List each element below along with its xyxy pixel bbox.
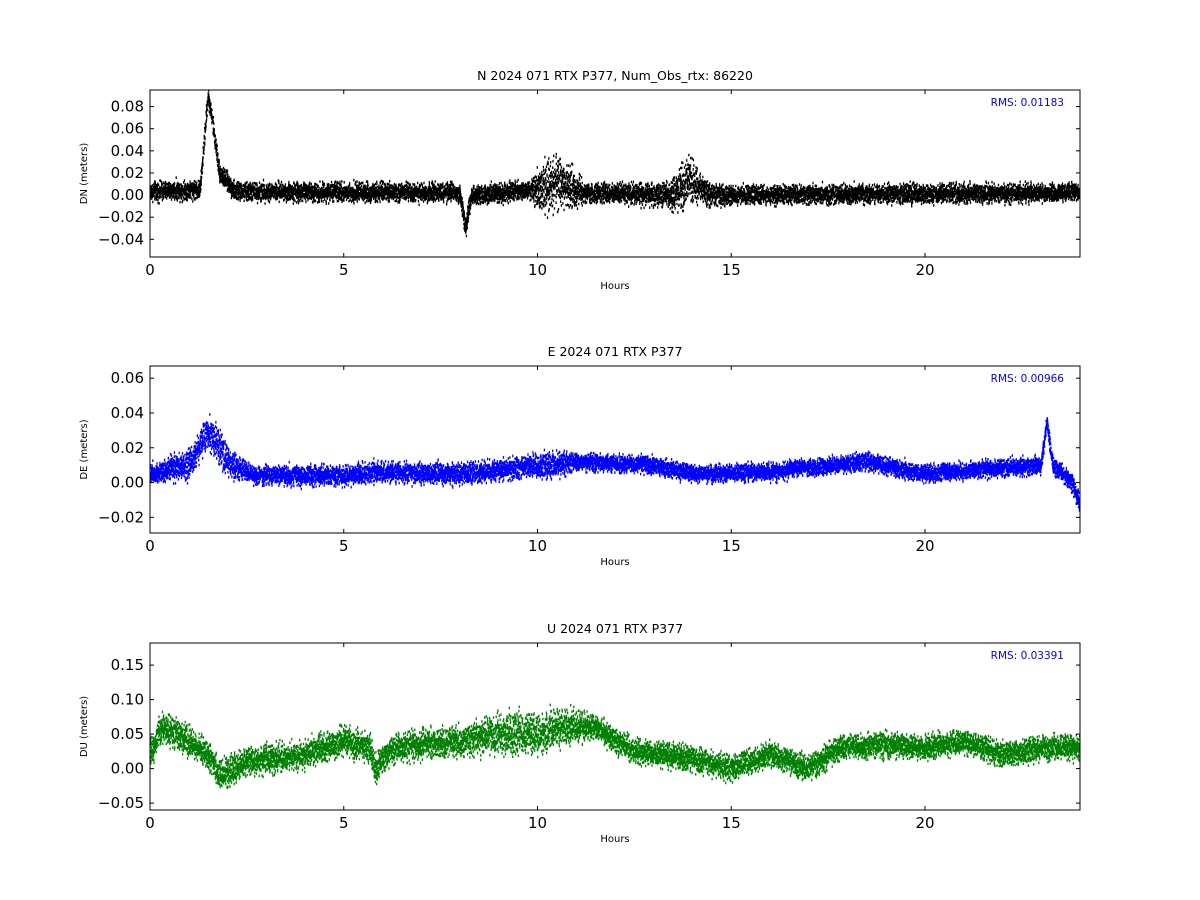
data-points: [150, 703, 1080, 790]
y-tick-label: −0.04: [98, 230, 144, 248]
x-axis-label: Hours: [600, 834, 629, 845]
y-tick-label: −0.02: [98, 508, 144, 526]
x-tick-label: 5: [339, 261, 349, 279]
chart-title: U 2024 071 RTX P377: [547, 621, 683, 636]
x-tick-label: 10: [528, 814, 547, 832]
x-tick-label: 10: [528, 261, 547, 279]
y-tick-label: 0.00: [111, 760, 144, 778]
x-tick-label: 5: [339, 537, 349, 555]
x-tick-label: 0: [145, 814, 155, 832]
y-axis-label: DE (meters): [79, 419, 90, 479]
data-points: [150, 413, 1080, 512]
chart-title: E 2024 071 RTX P377: [548, 344, 683, 359]
x-tick-label: 20: [915, 537, 934, 555]
subplot-east: 0 5 10 15 20 −0.02 0.00 0.02 0.04 0.06 E 2024 071 …: [79, 344, 1081, 568]
rms-annotation: RMS: 0.03391: [991, 650, 1064, 662]
y-tick-label: 0.00: [111, 186, 144, 204]
x-tick-label: 0: [145, 261, 155, 279]
x-axis-label: Hours: [600, 281, 629, 292]
axes-frame: [149, 642, 1081, 811]
y-tick-label: 0.04: [111, 404, 144, 422]
axes-frame: [149, 89, 1081, 258]
x-tick-label: 15: [722, 814, 741, 832]
y-tick-label: 0.00: [111, 474, 144, 492]
subplot-up: 0 5 10 15 20 −0.05 0.00 0.05 0.10 0.15 U 2024 071 …: [79, 621, 1081, 845]
y-tick-label: 0.05: [111, 725, 144, 743]
chart-title: N 2024 071 RTX P377, Num_Obs_rtx: 86220: [477, 68, 753, 83]
rms-annotation: RMS: 0.01183: [991, 97, 1064, 109]
x-tick-label: 20: [915, 814, 934, 832]
y-tick-label: 0.02: [111, 439, 144, 457]
y-tick-label: 0.08: [111, 98, 144, 116]
x-tick-label: 10: [528, 537, 547, 555]
y-tick-label: −0.05: [98, 794, 144, 812]
subplot-north: 0 5 10 15 20 −0.04 −0.02 0.00 0.02 0.04 0.06 0.08 N …: [79, 68, 1081, 292]
y-tick-label: −0.02: [98, 208, 144, 226]
y-tick-label: 0.15: [111, 656, 144, 674]
y-tick-label: 0.04: [111, 142, 144, 160]
x-tick-label: 15: [722, 261, 741, 279]
y-axis-label: DN (meters): [79, 143, 90, 205]
x-tick-label: 20: [915, 261, 934, 279]
y-tick-label: 0.06: [111, 369, 144, 387]
rms-annotation: RMS: 0.00966: [991, 373, 1065, 385]
x-axis-label: Hours: [600, 557, 629, 568]
y-tick-label: 0.10: [111, 691, 144, 709]
y-tick-label: 0.02: [111, 164, 144, 182]
y-tick-label: 0.06: [111, 120, 144, 138]
axes-frame: [149, 365, 1081, 534]
y-axis-label: DU (meters): [79, 696, 90, 757]
data-points: [150, 90, 1080, 238]
x-tick-label: 5: [339, 814, 349, 832]
x-tick-label: 0: [145, 537, 155, 555]
x-tick-label: 15: [722, 537, 741, 555]
